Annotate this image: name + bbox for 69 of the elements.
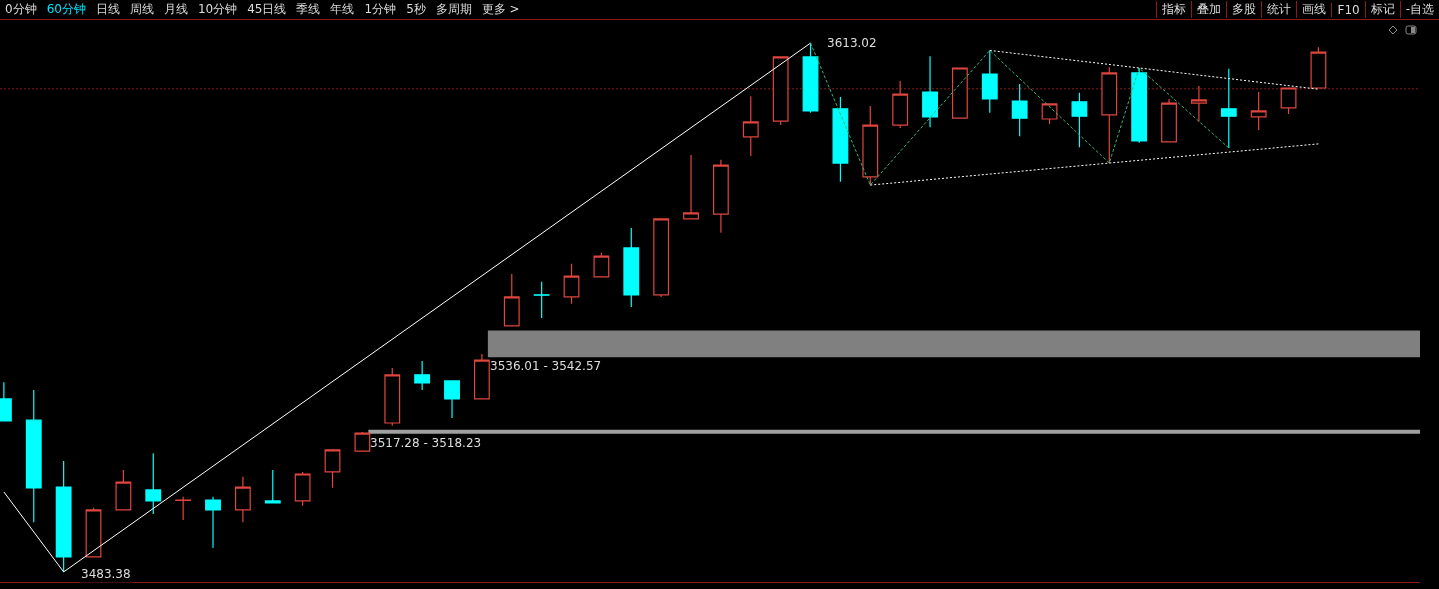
text: 60分钟 <box>45 1 87 18</box>
text: 多周期 <box>434 1 473 18</box>
candlestick <box>981 49 998 114</box>
candlestick <box>444 379 460 419</box>
text: 季线 <box>295 1 322 18</box>
candlestick <box>832 96 849 183</box>
text: 45日线 <box>246 1 288 18</box>
candlestick <box>264 469 281 504</box>
candlestick <box>742 95 759 157</box>
candlestick <box>1131 67 1148 144</box>
candlestick <box>85 507 102 558</box>
candlestick <box>1250 91 1267 131</box>
candlestick <box>802 42 819 114</box>
candlestick <box>473 353 490 400</box>
annotation: 3613.02 <box>827 36 877 50</box>
text: 10分钟 <box>196 1 239 18</box>
text: F10 <box>1331 2 1365 17</box>
text: 叠加 <box>1191 1 1227 18</box>
candlestick <box>892 80 909 129</box>
candlestick <box>384 367 401 427</box>
candlestick <box>1191 85 1207 123</box>
candlestick <box>683 154 699 220</box>
candlestick <box>1011 83 1028 137</box>
text: 更多 > <box>480 1 521 18</box>
candlestick <box>145 452 162 515</box>
candlestick <box>563 263 580 305</box>
candlestick <box>175 496 192 521</box>
candlestick <box>533 281 550 319</box>
candlestick <box>324 448 341 489</box>
text: 指标 <box>1156 1 1192 18</box>
candlestick <box>951 67 968 119</box>
text: 月线 <box>162 1 189 18</box>
text: 年线 <box>329 1 356 18</box>
candlestick <box>623 227 640 308</box>
candlestick <box>1041 103 1058 125</box>
candlestick <box>234 476 251 523</box>
candlestick <box>593 252 610 278</box>
candlestick <box>414 360 431 391</box>
text: 画线 <box>1296 1 1332 18</box>
text: 5秒 <box>405 1 427 18</box>
text: 1分钟 <box>363 1 398 18</box>
candlestick <box>1161 98 1177 143</box>
text: -自选 <box>1399 1 1439 18</box>
candlestick <box>1310 46 1327 89</box>
candlestick <box>1220 68 1237 149</box>
text: 多股 <box>1226 1 1262 18</box>
text: 0分钟 <box>4 1 38 18</box>
candlestick <box>503 273 520 327</box>
candlestick <box>1280 87 1297 115</box>
candlestick <box>712 159 729 234</box>
candlestick <box>115 469 132 511</box>
text: 统计 <box>1261 1 1297 18</box>
candlestick <box>922 55 938 128</box>
candlestick <box>653 218 670 298</box>
text: 日线 <box>94 1 121 18</box>
candlestick <box>862 105 879 186</box>
band-label: 3517.28 - 3518.23 <box>370 436 482 450</box>
candlestick <box>354 431 371 452</box>
candlestick <box>294 471 311 507</box>
text: 标记 <box>1364 1 1400 18</box>
candlestick <box>55 460 72 573</box>
text: 周线 <box>128 1 155 18</box>
candlestick <box>1101 66 1118 164</box>
band-label: 3536.01 - 3542.57 <box>490 359 602 373</box>
annotation: 3483.38 <box>81 567 131 581</box>
candlestick <box>205 496 221 549</box>
candlestick <box>25 389 42 523</box>
candlestick <box>772 56 789 126</box>
candlestick <box>1071 92 1088 148</box>
